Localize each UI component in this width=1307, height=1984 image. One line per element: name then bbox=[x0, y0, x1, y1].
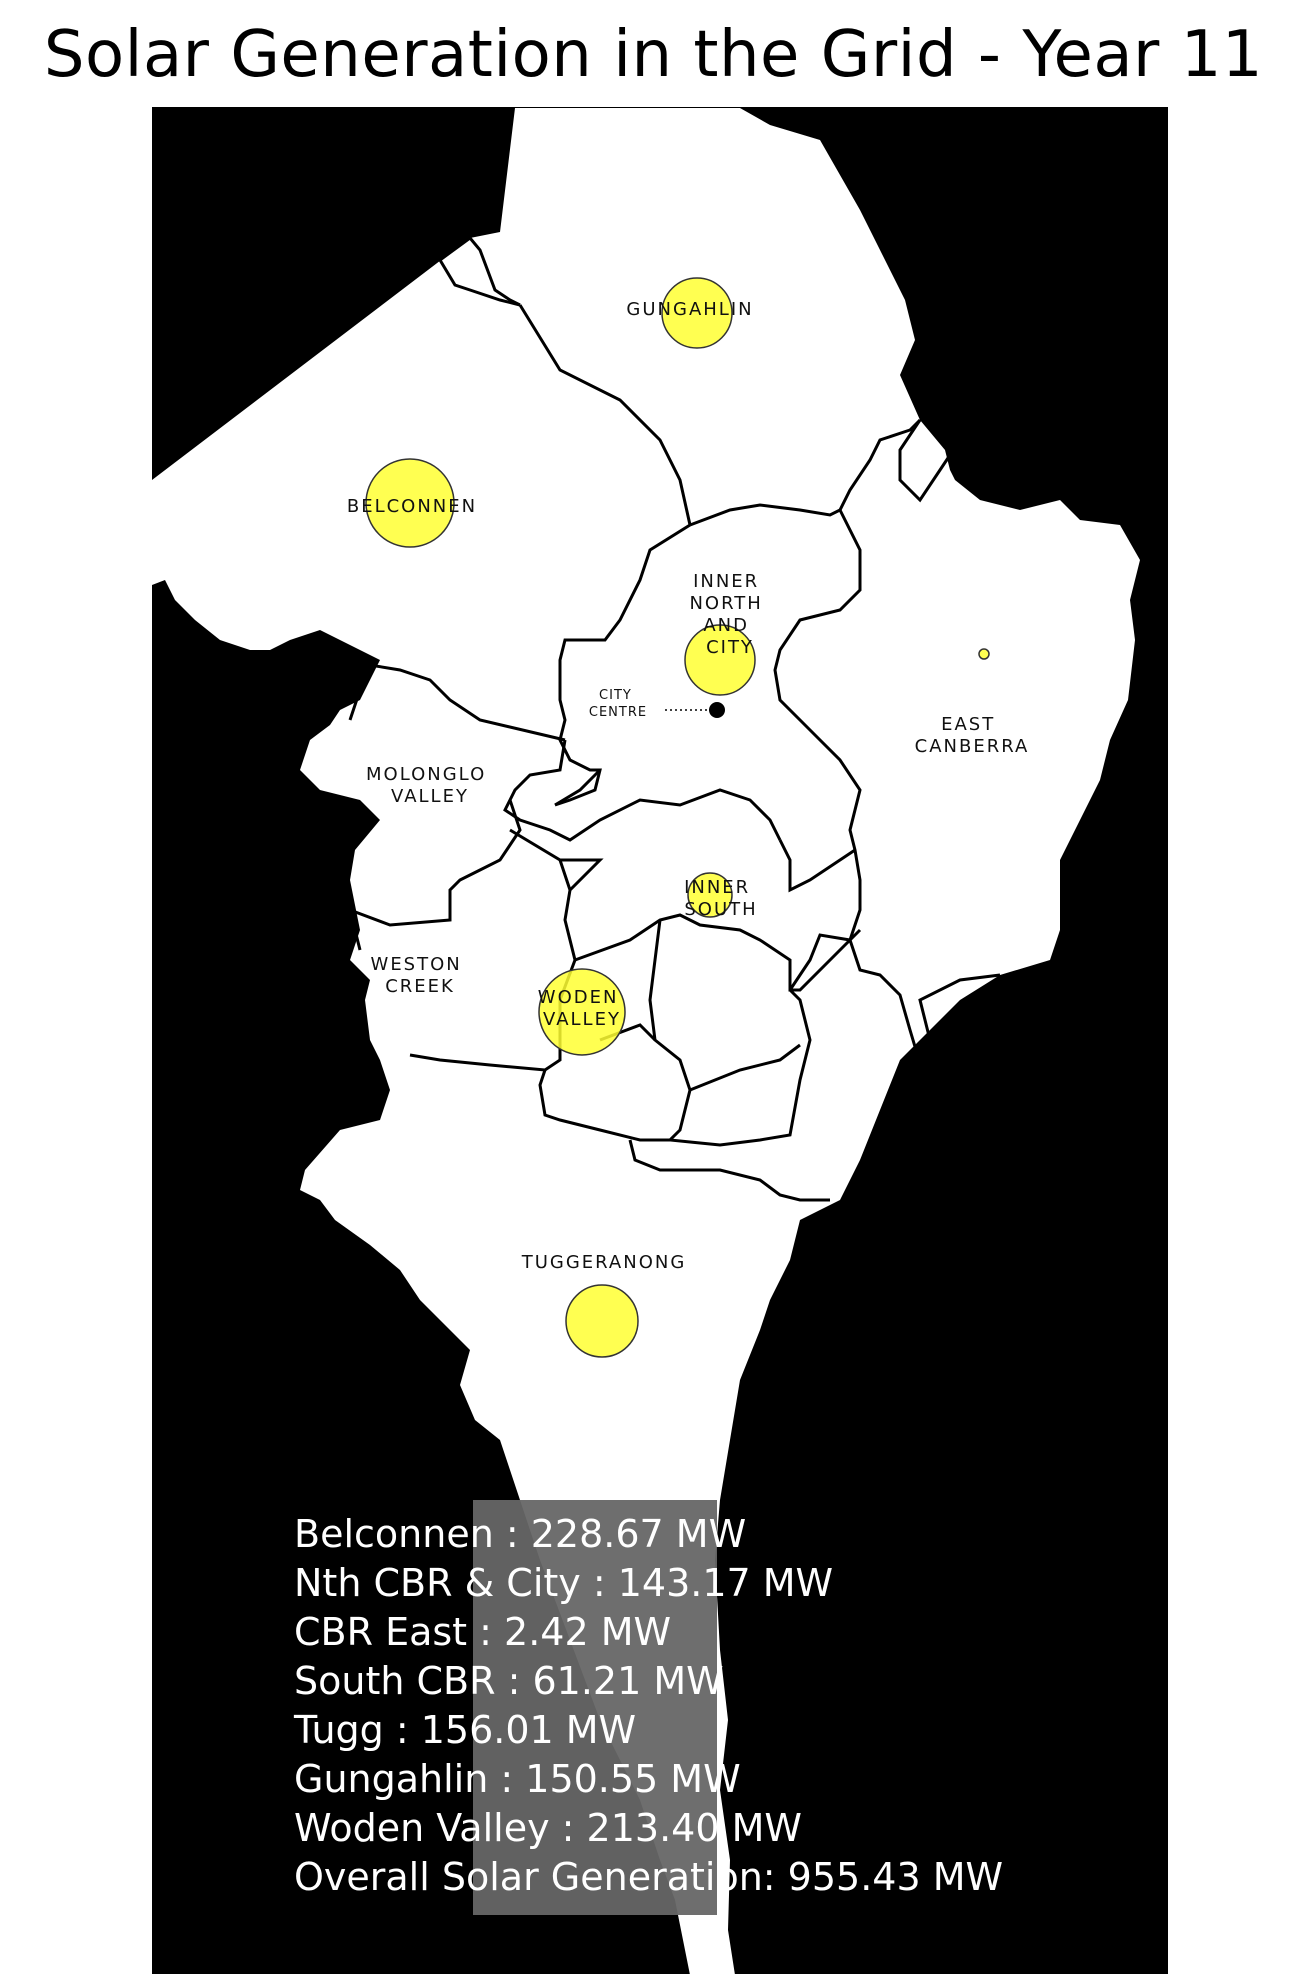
label-gungahlin: GUNGAHLIN bbox=[626, 299, 753, 320]
legend-line-overall: Overall Solar Generation: 955.43 MW bbox=[294, 1855, 1003, 1899]
city-centre-marker bbox=[709, 702, 725, 718]
label-molonglo: MOLONGLO VALLEY bbox=[366, 764, 494, 807]
label-woden: WODEN VALLEY bbox=[538, 987, 626, 1030]
bubble-inner-south bbox=[687, 872, 733, 918]
label-weston: WESTON CREEK bbox=[371, 954, 470, 997]
legend-line-north-city: Nth CBR & City : 143.17 MW bbox=[294, 1561, 833, 1605]
bubble-east-canberra bbox=[978, 648, 990, 660]
generation-bubbles bbox=[365, 277, 990, 1358]
label-inner-south: INNER SOUTH bbox=[684, 877, 758, 920]
bubble-belconnen bbox=[365, 458, 455, 548]
bubble-woden bbox=[538, 968, 626, 1056]
region-labels: GUNGAHLIN BELCONNEN INNER NORTH AND CITY… bbox=[347, 299, 1030, 1273]
legend-line-belconnen: Belconnen : 228.67 MW bbox=[294, 1512, 746, 1556]
legend-line-east: CBR East : 2.42 MW bbox=[294, 1610, 671, 1654]
legend-panel bbox=[473, 1500, 717, 1915]
map-title: Solar Generation in the Grid - Year 11 bbox=[43, 18, 1264, 92]
label-tuggeranong: TUGGERANONG bbox=[521, 1252, 687, 1273]
legend-line-tugg: Tugg : 156.01 MW bbox=[293, 1708, 636, 1752]
legend-line-south: South CBR : 61.21 MW bbox=[294, 1659, 724, 1703]
legend-line-gungahlin: Gungahlin : 150.55 MW bbox=[294, 1757, 741, 1801]
label-east-canberra: EAST CANBERRA bbox=[915, 714, 1030, 757]
bubble-tuggeranong bbox=[565, 1284, 639, 1358]
legend-line-woden: Woden Valley : 213.40 MW bbox=[294, 1806, 802, 1850]
legend-text: Belconnen : 228.67 MW Nth CBR & City : 1… bbox=[293, 1512, 1003, 1899]
bubble-gungahlin bbox=[661, 277, 733, 349]
label-inner-north: INNER NORTH AND CITY bbox=[689, 571, 770, 658]
label-city-centre: CITY CENTRE bbox=[589, 688, 647, 720]
label-belconnen: BELCONNEN bbox=[347, 496, 477, 517]
bubble-inner-north bbox=[684, 624, 756, 696]
land-mass bbox=[152, 108, 1140, 1975]
